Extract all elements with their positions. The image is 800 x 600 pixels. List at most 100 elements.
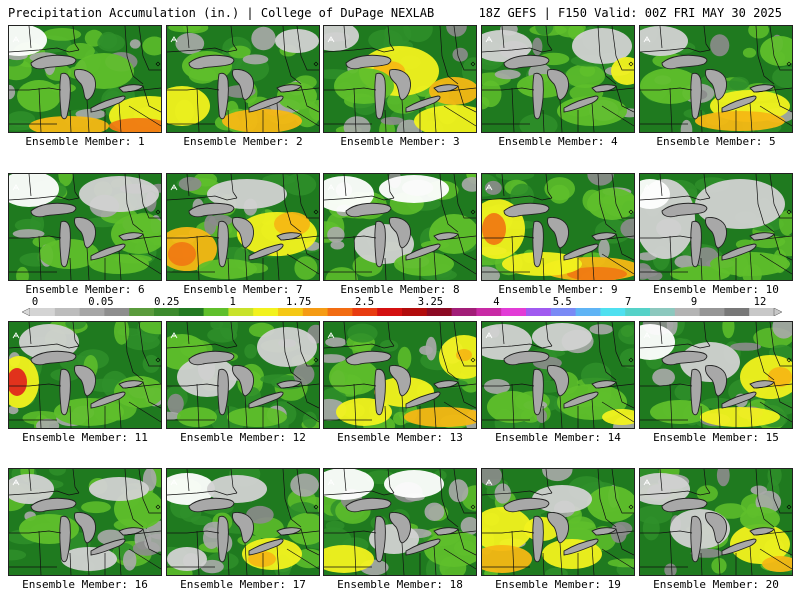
precip-contour-patch [730,342,761,351]
state-border [276,398,280,428]
precip-contour-patch [598,238,610,260]
state-border [86,99,90,132]
nexlab-logo-icon [12,36,20,43]
state-border [300,381,319,409]
state-border [457,85,476,113]
precip-map-canvas [640,26,792,132]
state-border [597,469,617,528]
ensemble-member-label: Ensemble Member: 13 [337,431,463,444]
state-border [717,542,721,575]
precip-contour-patch [330,240,345,250]
state-border [591,250,595,280]
precip-contour-patch [324,176,374,212]
state-border [755,469,775,528]
precip-contour-patch [729,76,749,91]
state-border [482,490,553,496]
great-lake [345,202,392,218]
state-border [439,174,459,233]
state-border [9,490,80,496]
scale-color-bin [228,308,254,316]
state-border [196,235,200,280]
state-border [124,469,144,528]
state-border [597,383,634,389]
precip-contour-patch [379,339,399,352]
state-border [69,257,72,280]
precip-map-canvas [167,26,319,132]
precip-contour-patch [482,324,532,360]
great-lake [188,54,235,70]
scale-color-bin [426,308,453,316]
ensemble-member-map [8,321,162,429]
precip-contour-patch [61,547,117,571]
precip-map-canvas [9,174,161,280]
scale-tick-labels: 0 0.05 0.25 1 1.75 2.5 3.25 4 5.5 7 9 12 [30,296,770,308]
state-border [453,469,476,514]
state-border [244,395,248,428]
nexlab-logo-icon [327,184,335,191]
city-marker-icon [313,61,319,67]
state-border [703,322,711,347]
state-border [86,542,90,575]
state-border [69,552,72,575]
scale-tick-label: 0 [31,296,39,308]
precip-contour-patch [542,469,573,482]
state-border [296,322,319,367]
ensemble-member-label: Ensemble Member: 14 [495,431,621,444]
nexlab-logo-icon [170,479,178,486]
precip-contour-patch [49,469,66,476]
nexlab-logo-icon [12,332,20,339]
state-border [640,343,711,349]
state-border [717,395,721,428]
great-lake [563,95,599,113]
city-marker-icon [470,504,476,510]
state-border [453,174,476,219]
state-border [755,26,775,85]
great-lake [59,72,71,120]
scale-tick-label: 0.05 [88,296,114,308]
great-lake [661,497,708,513]
precip-color-scale: 0 0.05 0.25 1 1.75 2.5 3.25 4 5.5 7 9 12 [22,296,782,318]
model-valid-time: 18Z GEFS | F150 Valid: 00Z FRI MAY 30 20… [478,6,782,20]
precip-contour-patch [764,395,792,416]
precip-contour-patch [109,118,161,132]
precip-contour-patch [742,47,757,58]
city-marker-icon [628,61,634,67]
state-border [433,250,437,280]
great-lake [563,391,599,409]
ensemble-member-label: Ensemble Member: 6 [25,283,145,296]
precip-contour-patch [589,324,614,335]
city-marker-icon [470,357,476,363]
precip-contour-patch [482,30,532,62]
city-marker-icon [786,61,792,67]
precip-contour-patch [246,505,274,524]
state-border [611,174,634,219]
precip-contour-patch [519,113,558,132]
state-border [659,26,663,49]
precip-contour-patch [200,559,224,574]
ensemble-member-map [481,321,635,429]
state-border [282,383,319,389]
state-border [28,469,32,492]
precip-contour-patch [579,64,596,77]
precip-map-canvas [482,174,634,280]
ensemble-member-map [323,173,477,281]
precip-contour-patch [674,383,696,401]
state-border [769,174,792,219]
state-border [769,469,792,514]
state-border [324,490,395,496]
precip-contour-patch [347,323,378,343]
scale-color-bin [526,308,552,316]
state-border [439,87,476,93]
state-border [700,405,703,428]
state-border [282,322,302,381]
state-border [69,405,72,428]
state-border [118,398,122,428]
great-lake [90,538,126,556]
scale-color-bin [724,308,750,316]
page-header: Precipitation Accumulation (in.) | Colle… [0,0,800,24]
state-border [591,545,595,575]
state-border [138,174,161,219]
state-border [559,395,563,428]
precip-contour-patch [79,176,159,212]
state-border [749,250,753,280]
